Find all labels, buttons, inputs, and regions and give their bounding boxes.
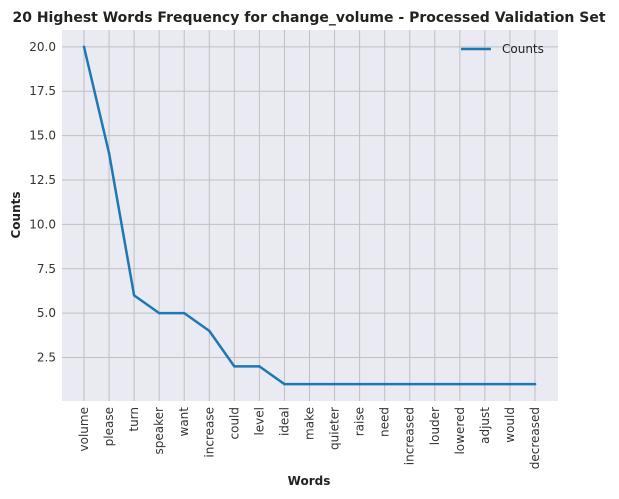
- y-tick-label: 20.0: [29, 40, 56, 54]
- data-point: [408, 382, 411, 386]
- data-point: [333, 382, 336, 386]
- data-point: [433, 382, 436, 386]
- x-tick-label: please: [102, 407, 116, 446]
- data-point: [208, 329, 211, 333]
- x-tick-label: increased: [403, 407, 417, 465]
- x-tick-label: turn: [127, 407, 141, 432]
- data-point: [132, 294, 136, 297]
- data-point: [533, 382, 537, 386]
- x-axis-label: Words: [288, 474, 331, 488]
- x-tick-label: increase: [202, 407, 216, 458]
- y-tick-label: 17.5: [29, 84, 56, 98]
- data-point: [458, 382, 462, 386]
- x-tick-label: could: [227, 407, 241, 440]
- y-tick-label: 10.0: [29, 217, 56, 231]
- x-tick-label: louder: [428, 407, 442, 445]
- legend: Counts: [461, 42, 544, 56]
- series-group: [82, 45, 537, 386]
- y-tick-label: 5.0: [37, 306, 56, 320]
- data-point: [283, 382, 286, 386]
- y-tick-label: 2.5: [37, 351, 56, 365]
- y-tick-label: 15.0: [29, 129, 56, 143]
- data-point: [157, 311, 161, 315]
- data-point: [82, 45, 86, 49]
- chart-title: 20 Highest Words Frequency for change_vo…: [12, 10, 605, 26]
- y-tick-label: 7.5: [37, 262, 56, 276]
- x-tick-label: want: [177, 407, 191, 437]
- data-point: [358, 382, 361, 386]
- data-point: [107, 152, 111, 155]
- legend-label: Counts: [502, 42, 544, 56]
- y-axis: 2.5 5.0 7.5 10.0 12.5 15.0 17.5 20.0: [29, 40, 56, 365]
- data-point: [383, 382, 386, 386]
- x-tick-label: decreased: [528, 407, 542, 469]
- x-tick-label: would: [503, 407, 517, 443]
- x-tick-label: speaker: [152, 407, 166, 455]
- x-tick-label: ideal: [277, 407, 291, 436]
- x-axis: volume please turn speaker want increase could…: [77, 407, 542, 470]
- data-point: [258, 365, 261, 368]
- data-point: [508, 382, 512, 386]
- data-point: [183, 311, 186, 315]
- grid-lines: [62, 30, 558, 401]
- x-tick-label: need: [378, 407, 392, 437]
- data-point: [233, 365, 236, 368]
- y-axis-label: Counts: [9, 191, 23, 238]
- x-tick-label: volume: [77, 407, 91, 451]
- x-tick-label: quieter: [328, 407, 342, 450]
- data-point: [483, 382, 487, 386]
- x-tick-label: lowered: [453, 407, 467, 455]
- x-tick-label: raise: [353, 407, 367, 436]
- data-point: [308, 382, 311, 386]
- x-tick-label: level: [252, 407, 266, 436]
- x-tick-label: make: [303, 407, 317, 440]
- x-tick-label: adjust: [478, 407, 492, 444]
- y-tick-label: 12.5: [29, 173, 56, 187]
